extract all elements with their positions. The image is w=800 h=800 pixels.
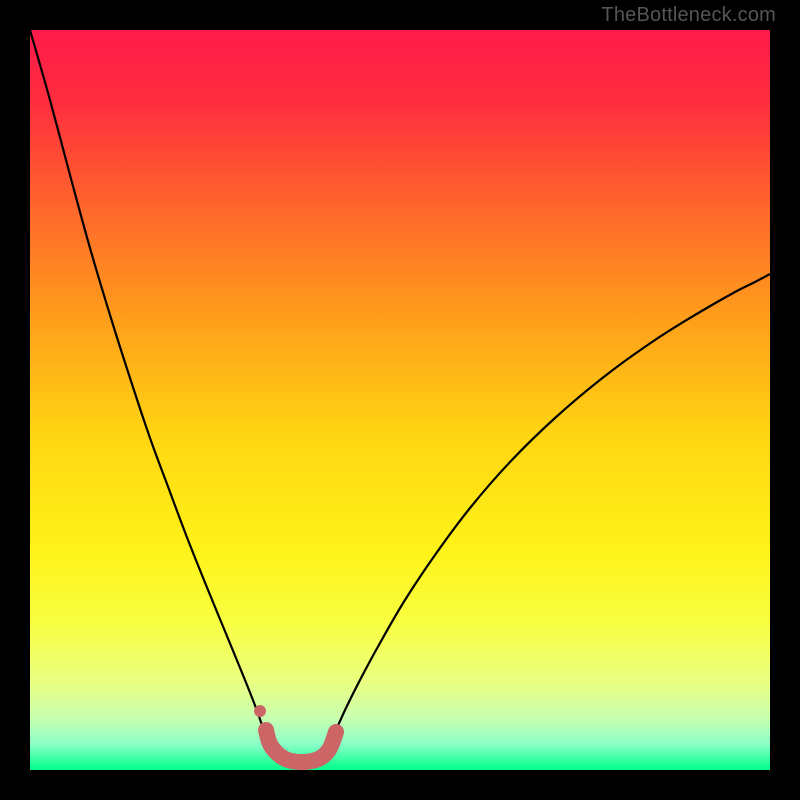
chart-background (30, 30, 770, 770)
watermark-text: TheBottleneck.com (601, 4, 776, 27)
chart-svg (30, 30, 770, 770)
bottleneck-chart (30, 30, 770, 770)
marker-dot (254, 705, 266, 717)
